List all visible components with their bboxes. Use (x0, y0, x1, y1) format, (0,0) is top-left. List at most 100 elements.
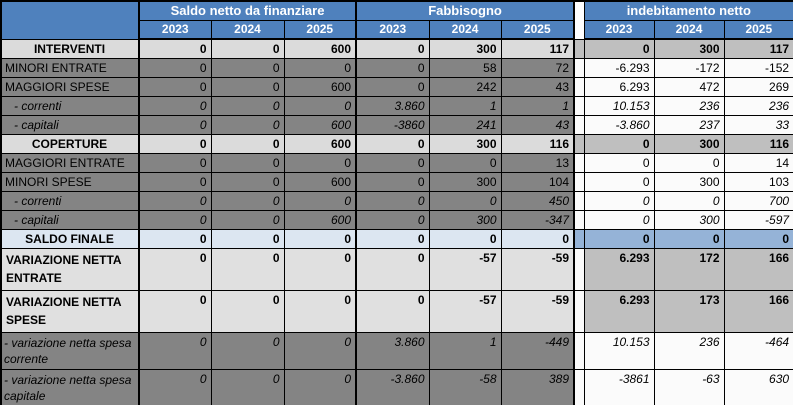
value-cell[interactable]: -449 (500, 331, 576, 370)
value-cell[interactable]: 237 (653, 114, 725, 135)
column-group-indebitamento[interactable]: indebitamento netto (583, 0, 793, 21)
value-cell[interactable]: 0 (138, 331, 212, 370)
value-cell[interactable]: 104 (500, 171, 576, 192)
value-cell[interactable]: 0 (283, 95, 358, 116)
value-cell[interactable]: -3.860 (583, 114, 655, 135)
value-cell[interactable]: 0 (428, 228, 502, 249)
value-cell[interactable]: -347 (500, 209, 576, 230)
row-label[interactable]: - capitali (0, 114, 140, 135)
value-cell[interactable]: 0 (138, 133, 212, 154)
value-cell[interactable]: -597 (723, 209, 793, 230)
value-cell[interactable]: 236 (653, 95, 725, 116)
value-cell[interactable]: 300 (428, 209, 502, 230)
year-header[interactable]: 2025 (500, 19, 576, 40)
row-label[interactable]: - variazione netta spesa corrente (0, 331, 140, 370)
value-cell[interactable]: 0 (355, 190, 430, 211)
value-cell[interactable]: 300 (428, 133, 502, 154)
value-cell[interactable]: -57 (428, 289, 502, 333)
value-cell[interactable]: -464 (723, 331, 793, 370)
value-cell[interactable]: 103 (723, 171, 793, 192)
value-cell[interactable]: 0 (283, 289, 358, 333)
value-cell[interactable]: 33 (723, 114, 793, 135)
row-label[interactable]: COPERTURE (0, 133, 140, 154)
value-cell[interactable]: 0 (138, 209, 212, 230)
value-cell[interactable]: 0 (210, 38, 285, 59)
value-cell[interactable]: 0 (138, 289, 212, 333)
value-cell[interactable]: 0 (138, 38, 212, 59)
value-cell[interactable]: 472 (653, 76, 725, 97)
year-header[interactable]: 2023 (355, 19, 430, 40)
column-group-fabbisogno[interactable]: Fabbisogno (355, 0, 576, 21)
value-cell[interactable]: 0 (138, 114, 212, 135)
value-cell[interactable]: 43 (500, 114, 576, 135)
column-group-saldo-netto[interactable]: Saldo netto da finanziare (138, 0, 358, 21)
value-cell[interactable]: -152 (723, 57, 793, 78)
value-cell[interactable]: 0 (210, 247, 285, 291)
value-cell[interactable]: 6.293 (583, 247, 655, 291)
value-cell[interactable]: 600 (283, 38, 358, 59)
value-cell[interactable]: 0 (583, 133, 655, 154)
corner-cell[interactable] (0, 0, 140, 40)
value-cell[interactable]: 14 (723, 152, 793, 173)
value-cell[interactable]: 0 (355, 209, 430, 230)
value-cell[interactable]: 630 (723, 368, 793, 405)
value-cell[interactable]: 0 (138, 76, 212, 97)
value-cell[interactable]: 0 (653, 152, 725, 173)
value-cell[interactable]: 0 (138, 247, 212, 291)
value-cell[interactable]: 0 (653, 190, 725, 211)
value-cell[interactable]: 300 (428, 171, 502, 192)
year-header[interactable]: 2025 (283, 19, 358, 40)
value-cell[interactable]: 300 (653, 133, 725, 154)
value-cell[interactable]: 0 (723, 228, 793, 249)
year-header[interactable]: 2024 (653, 19, 725, 40)
value-cell[interactable]: 0 (210, 95, 285, 116)
value-cell[interactable]: 0 (283, 331, 358, 370)
value-cell[interactable]: 0 (138, 95, 212, 116)
value-cell[interactable]: 0 (583, 209, 655, 230)
value-cell[interactable]: 0 (583, 228, 655, 249)
value-cell[interactable]: -59 (500, 247, 576, 291)
value-cell[interactable]: 116 (500, 133, 576, 154)
value-cell[interactable]: 0 (283, 228, 358, 249)
value-cell[interactable]: 0 (210, 289, 285, 333)
value-cell[interactable]: -63 (653, 368, 725, 405)
value-cell[interactable]: 242 (428, 76, 502, 97)
value-cell[interactable]: 0 (210, 368, 285, 405)
value-cell[interactable]: 0 (500, 228, 576, 249)
value-cell[interactable]: 0 (355, 57, 430, 78)
value-cell[interactable]: 0 (355, 247, 430, 291)
value-cell[interactable]: 0 (138, 368, 212, 405)
value-cell[interactable]: -3.860 (355, 368, 430, 405)
row-label[interactable]: - correnti (0, 95, 140, 116)
value-cell[interactable]: 0 (283, 368, 358, 405)
year-header[interactable]: 2025 (723, 19, 793, 40)
row-label[interactable]: - correnti (0, 190, 140, 211)
value-cell[interactable]: 43 (500, 76, 576, 97)
year-header[interactable]: 2023 (138, 19, 212, 40)
value-cell[interactable]: 0 (583, 190, 655, 211)
value-cell[interactable]: 173 (653, 289, 725, 333)
year-header[interactable]: 2024 (428, 19, 502, 40)
value-cell[interactable]: 0 (138, 152, 212, 173)
value-cell[interactable]: 0 (210, 171, 285, 192)
value-cell[interactable]: 117 (500, 38, 576, 59)
value-cell[interactable]: 300 (653, 171, 725, 192)
value-cell[interactable]: 0 (283, 190, 358, 211)
value-cell[interactable]: 0 (653, 228, 725, 249)
value-cell[interactable]: 0 (355, 133, 430, 154)
row-label[interactable]: - capitali (0, 209, 140, 230)
value-cell[interactable]: -58 (428, 368, 502, 405)
value-cell[interactable]: -59 (500, 289, 576, 333)
value-cell[interactable]: 0 (583, 171, 655, 192)
value-cell[interactable]: 389 (500, 368, 576, 405)
value-cell[interactable]: 0 (210, 228, 285, 249)
value-cell[interactable]: 0 (355, 171, 430, 192)
value-cell[interactable]: 0 (210, 152, 285, 173)
row-label[interactable]: MAGGIORI ENTRATE (0, 152, 140, 173)
value-cell[interactable]: 0 (583, 38, 655, 59)
value-cell[interactable]: 1 (500, 95, 576, 116)
value-cell[interactable]: -3861 (583, 368, 655, 405)
value-cell[interactable]: 600 (283, 76, 358, 97)
value-cell[interactable]: 700 (723, 190, 793, 211)
value-cell[interactable]: 58 (428, 57, 502, 78)
